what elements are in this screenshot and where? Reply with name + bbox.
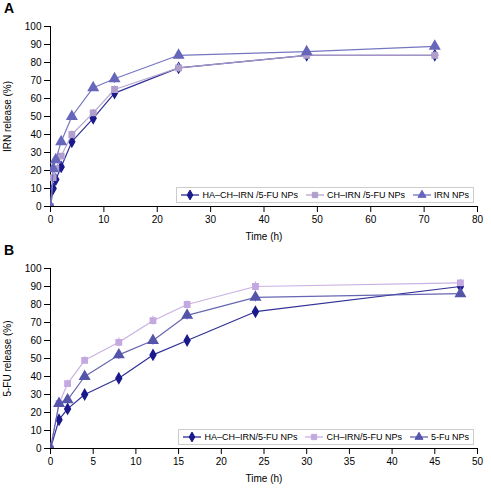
svg-text:0: 0 bbox=[36, 443, 42, 454]
svg-text:0: 0 bbox=[48, 214, 54, 225]
html-text:5-Fu NPs: 5-Fu NPs bbox=[431, 432, 469, 442]
html-text:CH–IRN/5-FU NPs: CH–IRN/5-FU NPs bbox=[326, 432, 402, 442]
svg-text:45: 45 bbox=[429, 456, 441, 467]
svg-text:100: 100 bbox=[25, 263, 42, 274]
svg-text:0: 0 bbox=[48, 456, 54, 467]
html-text:B: B bbox=[4, 242, 15, 258]
svg-text:10: 10 bbox=[98, 214, 110, 225]
svg-text:70: 70 bbox=[30, 75, 42, 86]
svg-text:30: 30 bbox=[30, 147, 42, 158]
svg-text:5-FU release (%): 5-FU release (%) bbox=[2, 320, 13, 396]
html-text:HA–CH–IRN/5-FU NPs: HA–CH–IRN/5-FU NPs bbox=[204, 432, 298, 442]
svg-text:20: 20 bbox=[30, 165, 42, 176]
svg-text:20: 20 bbox=[216, 456, 228, 467]
svg-text:IRN release (%): IRN release (%) bbox=[2, 81, 13, 152]
svg-text:40: 40 bbox=[387, 456, 399, 467]
svg-text:40: 40 bbox=[30, 129, 42, 140]
svg-text:50: 50 bbox=[30, 111, 42, 122]
svg-text:80: 80 bbox=[30, 57, 42, 68]
svg-text:70: 70 bbox=[30, 317, 42, 328]
svg-text:10: 10 bbox=[30, 183, 42, 194]
svg-text:60: 60 bbox=[30, 93, 42, 104]
svg-text:30: 30 bbox=[30, 389, 42, 400]
svg-text:80: 80 bbox=[472, 214, 484, 225]
svg-text:50: 50 bbox=[30, 353, 42, 364]
svg-text:10: 10 bbox=[130, 456, 142, 467]
svg-text:70: 70 bbox=[419, 214, 431, 225]
html-text:IRN NPs: IRN NPs bbox=[434, 190, 469, 200]
svg-text:25: 25 bbox=[258, 456, 270, 467]
svg-text:80: 80 bbox=[30, 299, 42, 310]
svg-text:Time (h): Time (h) bbox=[246, 231, 283, 242]
svg-text:60: 60 bbox=[30, 335, 42, 346]
html-text:HA–CH–IRN /5-FU NPs: HA–CH–IRN /5-FU NPs bbox=[202, 190, 298, 200]
svg-text:35: 35 bbox=[344, 456, 356, 467]
svg-text:20: 20 bbox=[152, 214, 164, 225]
svg-text:40: 40 bbox=[30, 371, 42, 382]
svg-text:60: 60 bbox=[365, 214, 377, 225]
svg-text:30: 30 bbox=[205, 214, 217, 225]
svg-text:15: 15 bbox=[173, 456, 185, 467]
svg-text:40: 40 bbox=[258, 214, 270, 225]
html-text:A: A bbox=[4, 0, 15, 16]
html-text:CH–IRN /5-FU NPs: CH–IRN /5-FU NPs bbox=[327, 190, 405, 200]
svg-text:90: 90 bbox=[30, 281, 42, 292]
svg-text:50: 50 bbox=[312, 214, 324, 225]
svg-text:Time (h): Time (h) bbox=[246, 473, 283, 484]
svg-text:5: 5 bbox=[90, 456, 96, 467]
svg-text:100: 100 bbox=[25, 21, 42, 32]
svg-text:30: 30 bbox=[301, 456, 313, 467]
svg-text:20: 20 bbox=[30, 407, 42, 418]
svg-text:0: 0 bbox=[36, 201, 42, 212]
svg-text:50: 50 bbox=[472, 456, 484, 467]
svg-text:90: 90 bbox=[30, 39, 42, 50]
svg-text:10: 10 bbox=[30, 425, 42, 436]
